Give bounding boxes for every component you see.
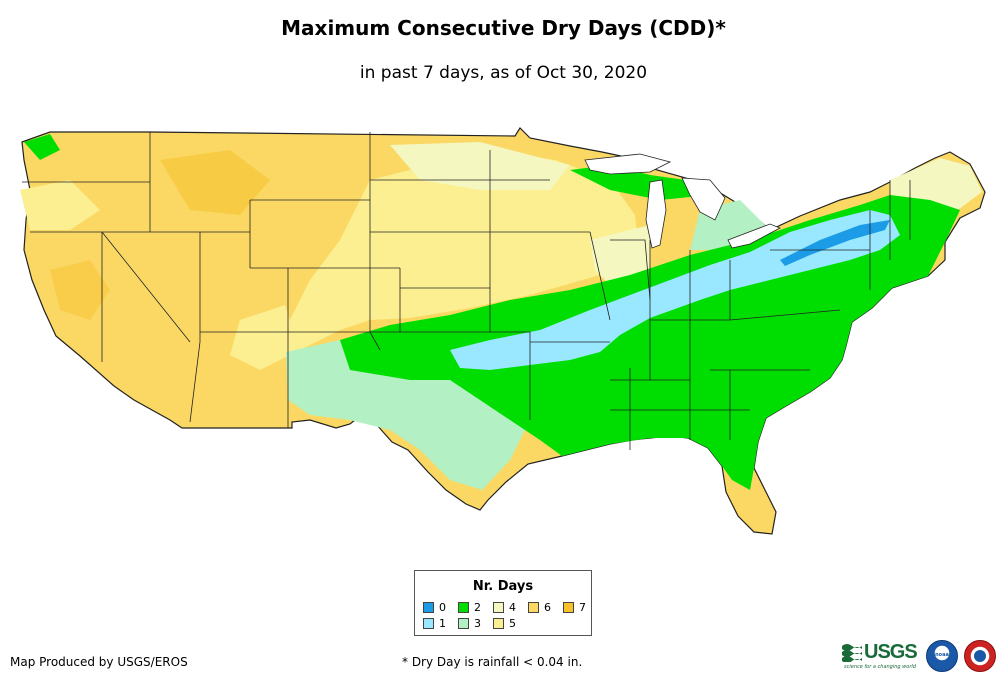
cdd-5-region [290, 150, 640, 350]
noaa-logo-icon: noaa [926, 640, 958, 672]
cdd-7-patch [50, 260, 110, 320]
nws-logo-icon [964, 640, 996, 672]
legend-swatch [528, 602, 539, 613]
legend-item-4: 4 [493, 601, 516, 614]
usgs-tagline: science for a changing world [844, 664, 916, 670]
legend-label: 5 [509, 617, 516, 630]
legend-swatch [493, 618, 504, 629]
legend-swatch [423, 602, 434, 613]
nws-emblem [974, 650, 986, 662]
cdd-map [20, 127, 986, 535]
lake-erie [727, 223, 781, 249]
legend-swatch [458, 618, 469, 629]
legend-label: 4 [509, 601, 516, 614]
legend-swatch [563, 602, 574, 613]
map-legend: Nr. Days 0 1 2 3 4 5 6 7 [414, 570, 592, 636]
agency-logos: USGS science for a changing world noaa [842, 638, 1002, 678]
cdd-5-patch [20, 180, 100, 230]
usgs-wave-icon [842, 642, 862, 663]
legend-item-3: 3 [458, 617, 481, 630]
lake-superior [584, 153, 672, 175]
legend-label: 2 [474, 601, 481, 614]
legend-label: 6 [544, 601, 551, 614]
state-boundaries [22, 132, 911, 450]
legend-item-7: 7 [563, 601, 586, 614]
legend-label: 3 [474, 617, 481, 630]
cdd-2-patch [570, 165, 710, 200]
legend-label: 0 [439, 601, 446, 614]
legend-swatch [423, 618, 434, 629]
legend-title: Nr. Days [472, 579, 534, 594]
legend-label: 7 [579, 601, 586, 614]
lake-huron [681, 177, 726, 221]
cdd-0-region [780, 220, 890, 266]
lake-michigan [645, 179, 667, 249]
cdd-5-patch [230, 305, 300, 370]
legend-label: 1 [439, 617, 446, 630]
cdd-2-patch [24, 134, 60, 160]
legend-item-2: 2 [458, 601, 481, 614]
legend-item-5: 5 [493, 617, 516, 630]
legend-item-0: 0 [423, 601, 446, 614]
cdd-4-region [390, 142, 570, 190]
legend-item-1: 1 [423, 617, 446, 630]
legend-item-6: 6 [528, 601, 551, 614]
usgs-logo: USGS [842, 641, 918, 663]
legend-swatch [458, 602, 469, 613]
producer-credit: Map Produced by USGS/EROS [10, 655, 188, 669]
map-subtitle: in past 7 days, as of Oct 30, 2020 [359, 63, 648, 83]
usgs-wordmark: USGS [864, 641, 918, 663]
dry-day-footnote: * Dry Day is rainfall < 0.04 in. [402, 655, 583, 669]
noaa-wordmark: noaa [935, 652, 949, 658]
legend-swatch [493, 602, 504, 613]
cdd-7-patch [160, 150, 270, 215]
map-title: Maximum Consecutive Dry Days (CDD)* [281, 16, 726, 40]
